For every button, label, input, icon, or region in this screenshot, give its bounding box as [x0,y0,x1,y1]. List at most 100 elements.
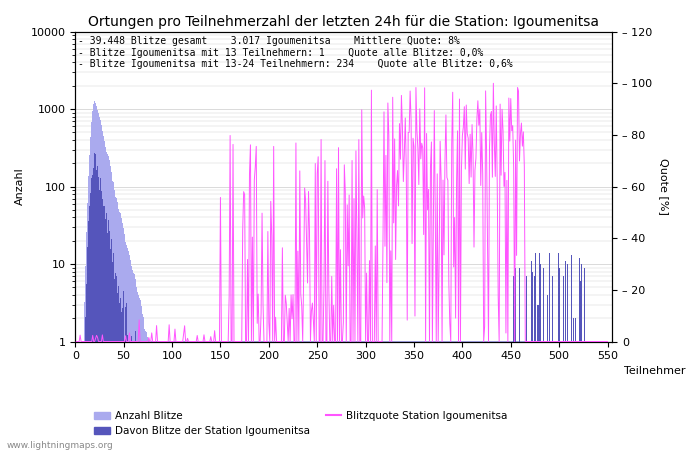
Bar [120,213,121,450]
Bar [283,342,284,450]
Bar [543,268,544,450]
Bar [500,342,502,450]
Bar [396,342,397,450]
Bar [485,342,486,450]
Bar [552,276,553,450]
Bar [133,274,134,450]
Bar [563,276,564,450]
Bar [193,342,194,450]
Bar [391,342,392,450]
Bar [295,342,296,450]
Bar [126,245,127,450]
Bar [267,342,268,450]
Bar [219,342,220,450]
Bar [349,342,351,450]
Bar [161,342,162,450]
Bar [302,342,303,450]
Bar [425,342,426,450]
Bar [162,342,163,450]
Bar [274,342,275,450]
Bar [525,342,526,450]
Bar [506,342,507,450]
Bar [224,342,225,450]
Bar [362,342,363,450]
Bar [483,342,484,450]
Bar [110,249,111,450]
Bar [373,342,374,450]
Bar [94,101,95,450]
Bar [552,276,553,450]
Bar [150,342,151,450]
Bar [90,193,91,450]
Bar [455,342,456,450]
Bar [243,342,244,450]
Bar [169,342,171,450]
Bar [496,342,497,450]
Bar [209,342,210,450]
Bar [516,342,517,450]
Bar [228,342,229,450]
Bar [270,342,272,450]
Bar [153,342,154,450]
Bar [276,342,277,450]
Bar [495,342,496,450]
Bar [424,342,425,450]
Bar [287,342,288,450]
Bar [250,342,251,450]
Bar [510,342,511,450]
Bar [119,303,120,450]
Bar [480,342,482,450]
Bar [332,342,333,450]
Bar [106,233,108,450]
Bar [211,342,212,450]
Bar [246,342,247,450]
Bar [151,342,152,450]
Y-axis label: Anzahl: Anzahl [15,168,25,205]
Bar [533,253,535,450]
Bar [115,279,116,450]
Text: www.lightningmaps.org: www.lightningmaps.org [7,441,113,450]
Bar [389,342,391,450]
Bar [275,342,276,450]
Bar [486,342,487,450]
Bar [336,342,337,450]
Bar [91,178,92,450]
Bar [358,342,359,450]
Bar [98,113,99,450]
Bar [125,306,126,450]
Bar [362,342,363,450]
Bar [454,342,455,450]
Bar [454,342,455,450]
Bar [220,342,221,450]
Bar [217,342,218,450]
Bar [491,342,492,450]
Bar [312,342,313,450]
Bar [307,342,308,450]
Bar [337,342,338,450]
Bar [420,342,421,450]
Text: Teilnehmer: Teilnehmer [624,366,685,377]
Bar [440,342,442,450]
Bar [379,342,381,450]
Bar [428,342,429,450]
Bar [248,342,249,450]
Bar [571,255,572,450]
Bar [133,342,134,450]
Bar [184,342,185,450]
Bar [254,342,255,450]
Bar [253,342,254,450]
Bar [310,342,311,450]
Bar [158,342,159,450]
Bar [212,342,214,450]
Bar [102,199,103,450]
Bar [283,342,284,450]
Bar [93,104,94,450]
Bar [234,342,235,450]
Bar [494,342,495,450]
Bar [128,252,129,450]
Bar [521,342,522,450]
Bar [304,342,305,450]
Bar [276,342,277,450]
Bar [348,342,349,450]
Bar [206,342,207,450]
